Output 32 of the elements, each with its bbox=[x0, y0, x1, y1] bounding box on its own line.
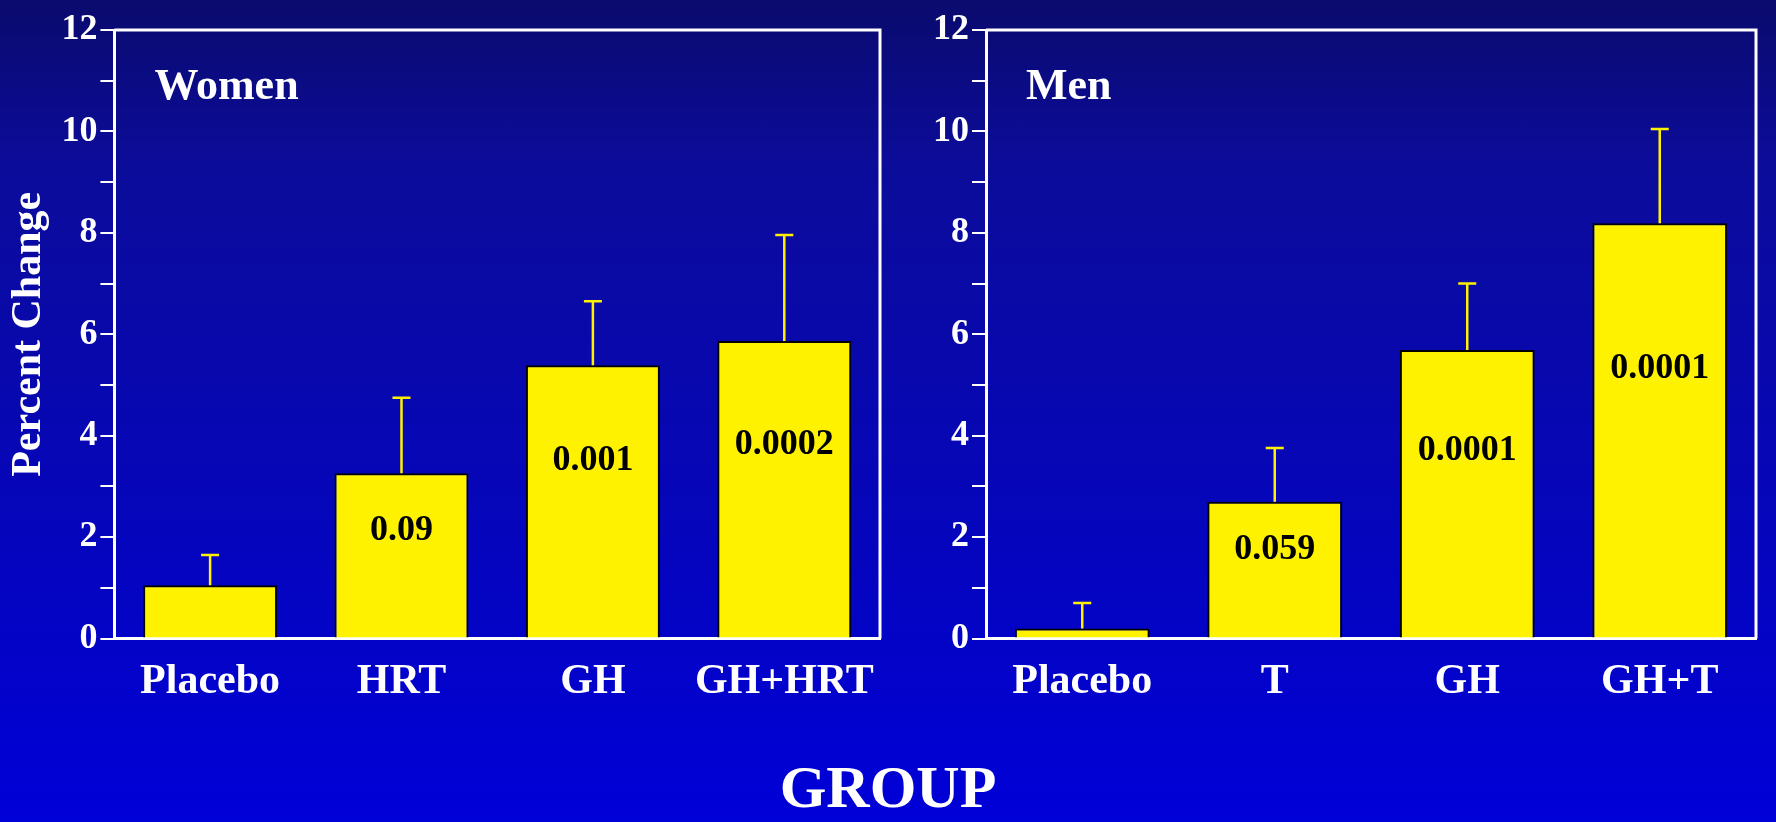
x-tick-label: GH bbox=[560, 655, 626, 702]
annotation: 0.0002 bbox=[734, 422, 834, 463]
x-tick-label: GH+T bbox=[1601, 655, 1719, 702]
annotation: 0.09 bbox=[370, 508, 433, 549]
x-tick-label: GH bbox=[1434, 655, 1500, 702]
text: Men bbox=[1026, 60, 1112, 110]
y-axis-title: Percent Change bbox=[3, 191, 50, 477]
annotation: 0.0001 bbox=[1417, 428, 1517, 469]
y-tick-label: 6 bbox=[951, 311, 969, 352]
x-tick-label: Placebo bbox=[1012, 655, 1153, 702]
y-tick-label: 2 bbox=[951, 514, 969, 555]
y-tick-label: 4 bbox=[79, 413, 98, 454]
x-tick-label: GH+HRT bbox=[694, 655, 874, 702]
x-tick-label: HRT bbox=[356, 655, 447, 702]
y-tick-label: 10 bbox=[933, 108, 969, 149]
y-tick-label: 6 bbox=[79, 311, 98, 352]
y-tick-label: 8 bbox=[951, 210, 969, 251]
y-tick-label: 2 bbox=[79, 514, 98, 555]
y-tick-label: 10 bbox=[61, 108, 98, 149]
y-tick-label: 0 bbox=[951, 615, 969, 656]
annotation: 0.0001 bbox=[1610, 345, 1710, 386]
y-tick-label: 8 bbox=[79, 210, 98, 251]
y-tick-label: 4 bbox=[951, 413, 969, 454]
x-tick-label: T bbox=[1260, 655, 1289, 702]
text: Women bbox=[154, 60, 299, 110]
annotation: 0.001 bbox=[552, 438, 634, 479]
y-tick-label: 12 bbox=[933, 7, 969, 48]
y-tick-label: 12 bbox=[61, 7, 98, 48]
x-tick-label: Placebo bbox=[140, 655, 281, 702]
annotation: 0.059 bbox=[1234, 526, 1316, 567]
y-tick-label: 0 bbox=[79, 615, 98, 656]
x-axis-title: GROUP bbox=[778, 753, 998, 822]
